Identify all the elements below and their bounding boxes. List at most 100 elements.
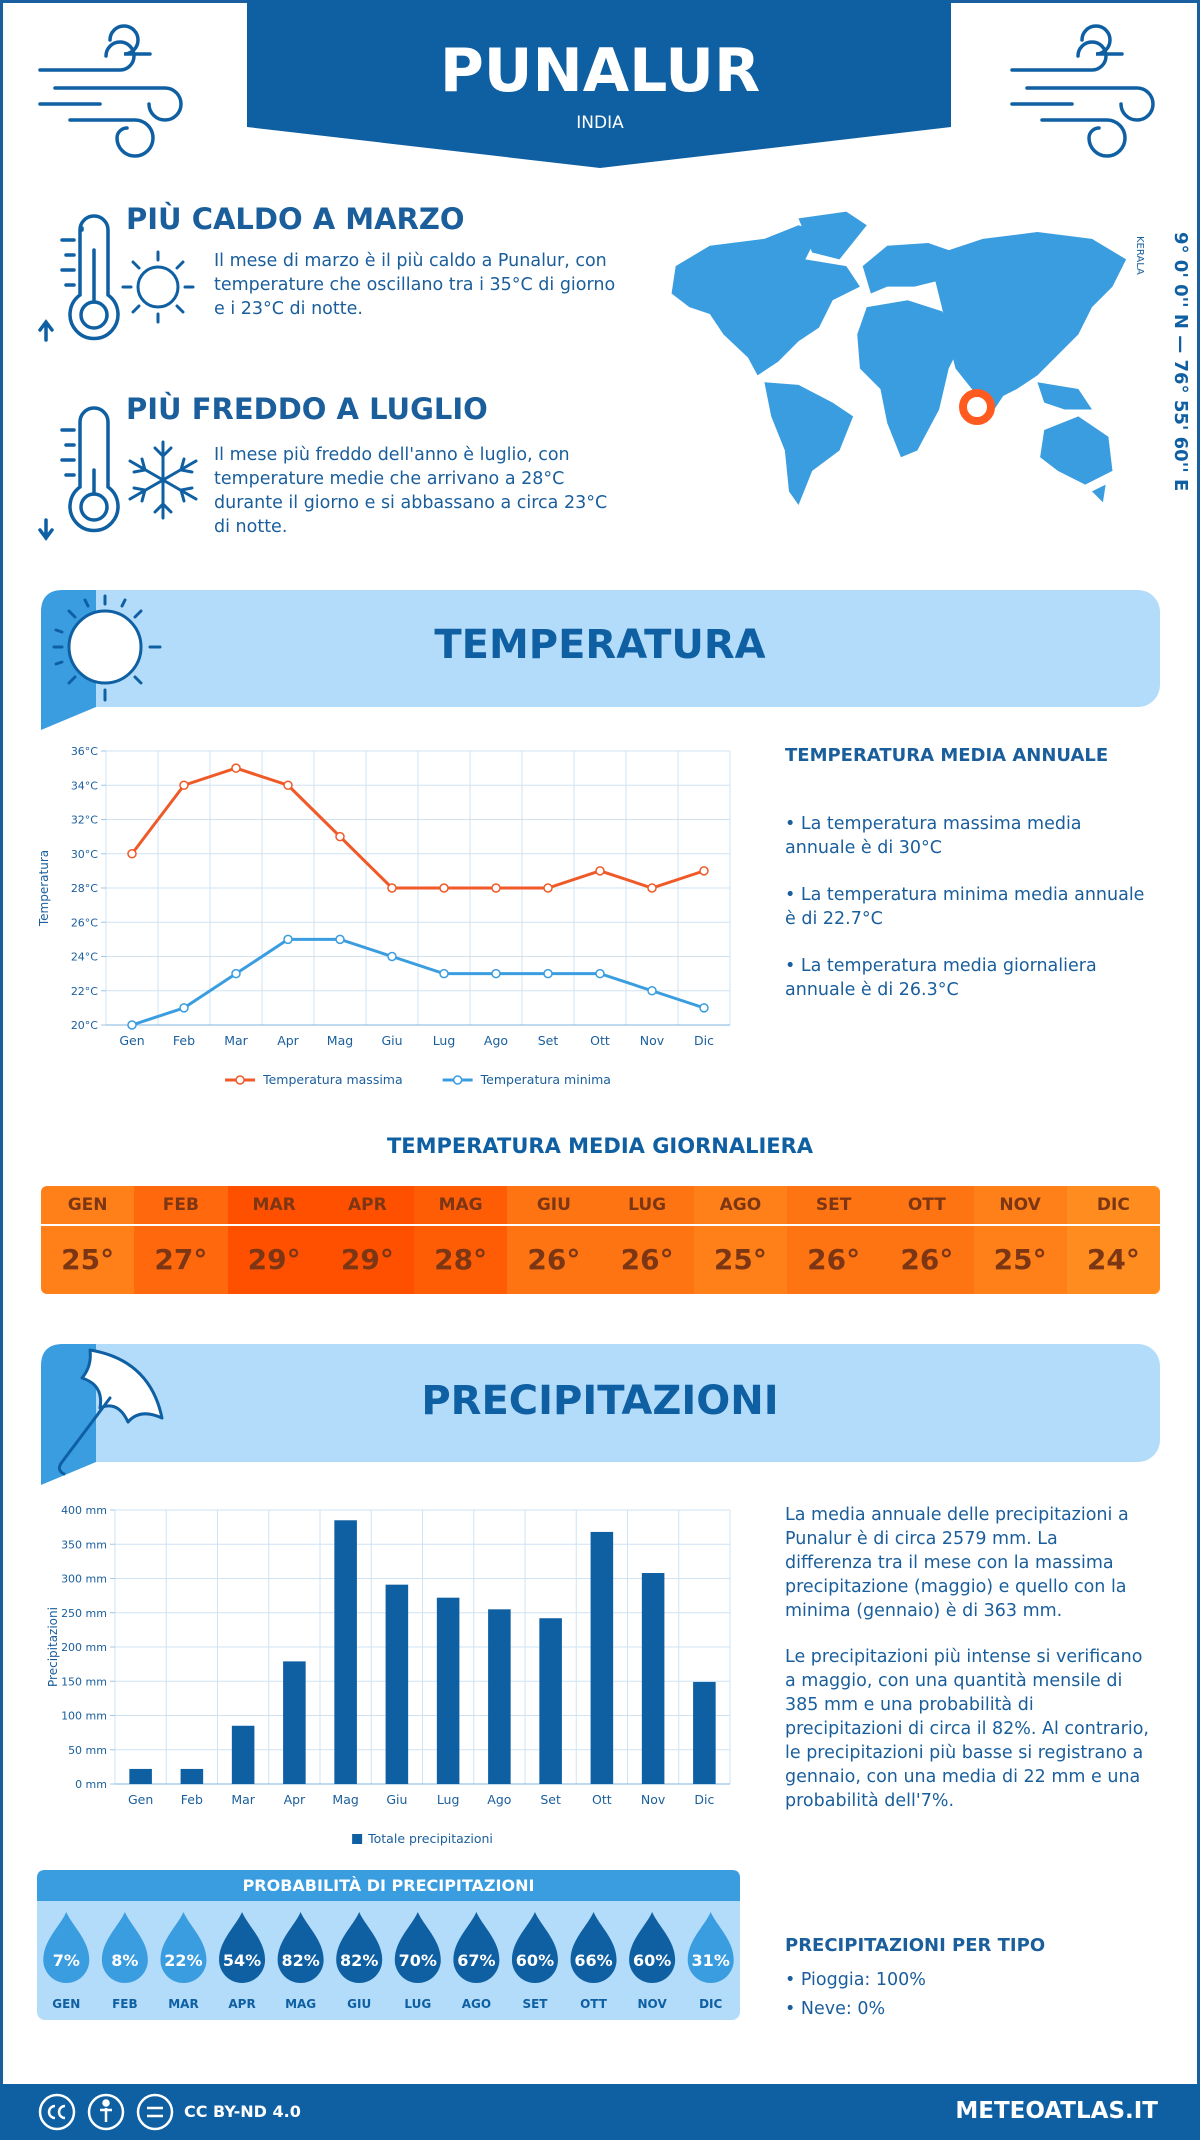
city-title: PUNALUR <box>439 36 761 106</box>
x-tick-label: Lug <box>433 1033 456 1048</box>
bar <box>231 1725 255 1784</box>
y-tick-label: 36°C <box>71 745 98 758</box>
drop-month: GIU <box>347 1997 371 2011</box>
x-tick-label: Ott <box>592 1792 612 1807</box>
drop-month: GEN <box>52 1997 80 2011</box>
y-tick-label: 250 mm <box>61 1607 107 1620</box>
sun-icon <box>52 594 162 702</box>
x-tick-label: Gen <box>128 1792 153 1807</box>
point <box>647 986 657 996</box>
x-tick-label: Nov <box>640 1033 665 1048</box>
point <box>439 883 449 893</box>
point <box>439 968 449 979</box>
drop-label: 67% <box>457 1951 495 1970</box>
bar <box>693 1681 716 1784</box>
section-title: TEMPERATURA <box>434 622 766 668</box>
drop <box>336 1912 383 1983</box>
drop-label: 7% <box>53 1951 80 1970</box>
bar <box>641 1573 665 1784</box>
daily-table: GEN 25° FEB 27° MAR 29° APR 29° MAG 28° GIU 26° LUG 2… <box>41 1186 1160 1294</box>
line <box>130 766 705 890</box>
x-tick-label: Dic <box>694 1792 714 1807</box>
point <box>647 883 657 893</box>
drop-label: 60% <box>516 1951 554 1970</box>
point <box>179 1003 189 1013</box>
type-item: • Neve: 0% <box>785 1999 886 2019</box>
annual-item: • La temperatura media giornaliera annua… <box>785 956 1097 1000</box>
site-name[interactable]: METEOATLAS.IT <box>955 2098 1158 2124</box>
bar <box>488 1609 511 1784</box>
month-header: GEN <box>41 1186 135 1224</box>
x-tick-label: Feb <box>181 1792 203 1807</box>
y-tick-label: 24°C <box>71 951 98 964</box>
x-tick-label: Mag <box>327 1033 353 1048</box>
drop-label: 22% <box>164 1951 202 1970</box>
point <box>491 883 501 893</box>
umbrella-icon <box>57 1348 164 1476</box>
thermometer-icon <box>38 406 120 541</box>
point <box>387 883 397 893</box>
point <box>491 968 501 979</box>
y-axis-label: Precipitazioni <box>46 1607 60 1687</box>
legend-swatch <box>352 1834 363 1844</box>
y-tick-label: 32°C <box>71 814 98 827</box>
drop-label: 54% <box>223 1951 261 1970</box>
drop-month: NOV <box>638 1997 668 2011</box>
x-tick-label: Mar <box>224 1033 248 1048</box>
highlight-title: PIÙ FREDDO A LUGLIO <box>126 392 488 426</box>
bar <box>334 1520 357 1784</box>
highlight-text: Il mese di marzo è il più caldo a Punalu… <box>214 251 616 319</box>
point <box>543 968 553 979</box>
drop <box>570 1912 617 1983</box>
point <box>179 780 189 790</box>
y-tick-label: 350 mm <box>61 1538 107 1551</box>
y-tick-label: 400 mm <box>61 1504 107 1517</box>
y-tick-label: 22°C <box>71 985 98 998</box>
bar <box>180 1768 204 1784</box>
snowflake-icon <box>128 440 198 520</box>
daily-value: 25° <box>41 1226 135 1294</box>
region: KERALA <box>1134 236 1145 275</box>
y-tick-label: 0 mm <box>75 1778 107 1791</box>
world-map <box>671 211 1127 506</box>
month-header: OTT <box>880 1186 974 1224</box>
drop-label: 31% <box>692 1951 730 1970</box>
x-tick-label: Mar <box>231 1792 255 1807</box>
daily-value: 24° <box>1066 1226 1160 1294</box>
month-header: FEB <box>134 1186 228 1224</box>
month-header: GIU <box>507 1186 601 1224</box>
probability-title: PROBABILITÀ DI PRECIPITAZIONI <box>242 1876 535 1895</box>
bar <box>539 1618 562 1784</box>
section-banner <box>41 590 1160 707</box>
highlight-text: Il mese più freddo dell'anno è luglio, c… <box>214 445 608 537</box>
daily-value: 28° <box>414 1226 508 1294</box>
drop-month: FEB <box>112 1997 138 2011</box>
drop-month: LUG <box>404 1997 431 2011</box>
drop <box>277 1912 324 1983</box>
drop-month: OTT <box>580 1997 608 2011</box>
legend-label: Temperatura minima <box>480 1072 611 1087</box>
x-tick-label: Gen <box>119 1033 144 1048</box>
legend-swatch <box>452 1075 463 1085</box>
daily-value: 27° <box>134 1226 228 1294</box>
drop <box>394 1912 441 1983</box>
drop <box>160 1912 207 1983</box>
legend: Temperatura massima Temperatura minima <box>225 1072 611 1087</box>
highlight-title: PIÙ CALDO A MARZO <box>126 202 465 236</box>
y-tick-label: 100 mm <box>61 1710 107 1723</box>
drop-label: 8% <box>111 1951 138 1970</box>
point <box>231 763 241 773</box>
types-title: PRECIPITAZIONI PER TIPO <box>785 1935 1046 1956</box>
legend-label: Totale precipitazioni <box>367 1831 493 1846</box>
point <box>283 780 293 790</box>
legend-swatch <box>235 1075 245 1085</box>
x-tick-label: Ago <box>487 1792 511 1807</box>
drop <box>687 1912 734 1983</box>
drop <box>101 1912 148 1983</box>
chart: 0 mm 50 mm 100 mm 150 mm 200 mm 250 mm 300 mm 3… <box>46 1504 731 1846</box>
daily-value: 26° <box>507 1226 601 1294</box>
x-tick-label: Feb <box>173 1033 195 1048</box>
bar <box>283 1661 306 1784</box>
